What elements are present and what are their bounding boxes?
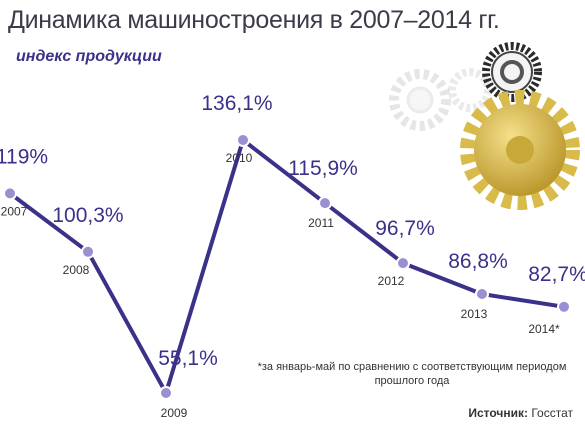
data-label: 115,9%	[288, 157, 358, 180]
data-point	[318, 196, 332, 211]
chart-source: Источник: Госстат	[468, 406, 573, 420]
data-point	[475, 287, 489, 301]
data-label: 86,8%	[448, 250, 508, 273]
data-point	[557, 299, 571, 314]
data-point	[3, 186, 17, 201]
data-point	[159, 386, 173, 400]
data-label: 55,1%	[158, 347, 218, 370]
data-label: 82,7%	[528, 263, 585, 286]
x-tick-label: 2011	[308, 216, 334, 230]
x-tick-label: 2010	[226, 151, 253, 165]
series-line	[8, 138, 565, 395]
source-value: Госстат	[531, 406, 573, 420]
chart-subtitle: индекс продукции	[16, 48, 162, 65]
data-label: 96,7%	[375, 217, 435, 240]
data-label: 119%	[0, 145, 48, 168]
x-tick-label: 2007	[1, 204, 28, 218]
data-point	[396, 256, 410, 271]
x-tick-label: 2014*	[528, 322, 560, 336]
source-label: Источник:	[468, 406, 529, 420]
x-tick-label: 2009	[161, 406, 188, 420]
x-tick-label: 2008	[63, 263, 90, 277]
data-point	[236, 133, 250, 147]
gears-icon	[389, 42, 580, 210]
data-point	[81, 244, 95, 259]
x-tick-label: 2012	[378, 274, 405, 288]
data-label: 100,3%	[52, 204, 123, 227]
chart-title: Динамика машиностроения в 2007–2014 гг.	[8, 6, 500, 34]
x-tick-label: 2013	[461, 307, 488, 321]
chart-footnote: *за январь-май по сравнению с соответств…	[257, 361, 567, 387]
data-label: 136,1%	[201, 92, 272, 115]
